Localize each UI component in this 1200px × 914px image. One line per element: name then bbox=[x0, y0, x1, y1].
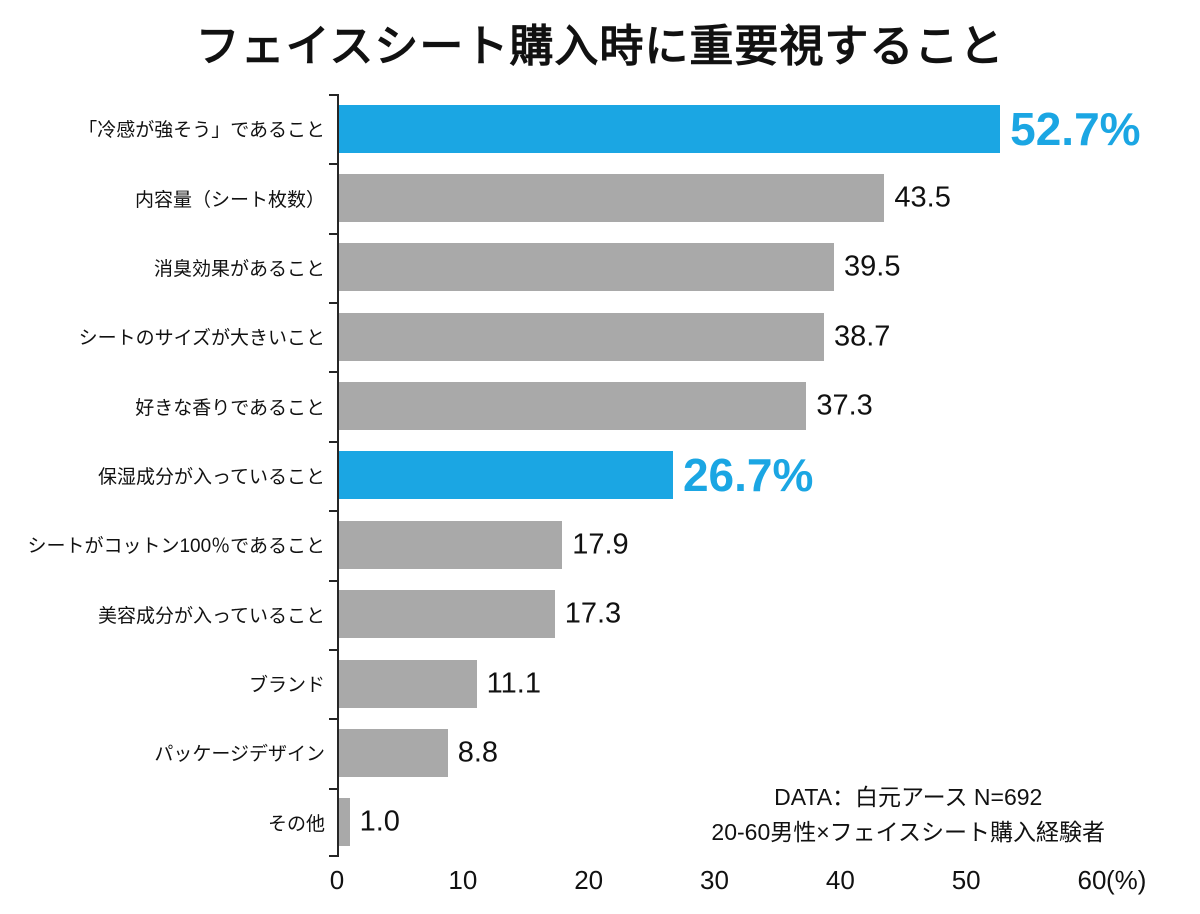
axis-tick bbox=[329, 163, 337, 165]
value-label: 17.3 bbox=[564, 597, 622, 630]
category-label: 内容量（シート枚数） bbox=[134, 189, 325, 211]
x-tick-label: 60 bbox=[1077, 865, 1107, 895]
bar-track: 8.8 bbox=[337, 718, 1092, 787]
x-tick-label: 20 bbox=[574, 865, 604, 895]
category-label: ブランド bbox=[248, 675, 325, 697]
x-tick-label: 30 bbox=[700, 865, 729, 895]
annotation-line2: 20-60男性×フェイスシート購入経験者 bbox=[711, 818, 1105, 845]
axis-tick bbox=[329, 233, 337, 235]
bar-row: 美容成分が入っていること 17.3 bbox=[0, 580, 1200, 649]
bar bbox=[337, 798, 350, 847]
x-tick-label: 50 bbox=[951, 865, 981, 895]
category-label: 保湿成分が入っていること bbox=[97, 466, 325, 488]
value-label: 52.7% bbox=[1010, 102, 1141, 155]
chart-title: フェイスシート購入時に重要視すること bbox=[195, 22, 1005, 71]
bar-track: 1.0 bbox=[337, 788, 1092, 857]
bar-row: シートのサイズが大きいこと 38.7 bbox=[0, 302, 1200, 371]
value-label: 37.3 bbox=[816, 389, 873, 422]
bar-row: 「冷感が強そう」であること 52.7% bbox=[0, 94, 1200, 163]
bar-row: 消臭効果があること 39.5 bbox=[0, 233, 1200, 302]
bar bbox=[337, 312, 824, 361]
value-label: 26.7% bbox=[682, 449, 814, 502]
axis-tick bbox=[329, 580, 337, 582]
category-label: 好きな香りであること bbox=[135, 397, 325, 419]
bar-row: 保湿成分が入っていること 26.7% bbox=[0, 441, 1200, 510]
bar-row: 好きな香りであること 37.3 bbox=[0, 371, 1200, 440]
axis-tick bbox=[329, 855, 337, 857]
bar bbox=[337, 520, 563, 569]
bar-track: 37.3 bbox=[337, 371, 1092, 440]
bar-track: 39.5 bbox=[337, 233, 1092, 302]
bar-row: ブランド 11.1 bbox=[0, 649, 1200, 718]
axis-tick bbox=[329, 94, 337, 96]
bar bbox=[337, 728, 448, 777]
x-axis: 0 10 20 30 40 50 60 (%) bbox=[330, 865, 1147, 911]
bar bbox=[337, 659, 477, 708]
bar-row: 内容量（シート枚数） 43.5 bbox=[0, 163, 1200, 232]
bar bbox=[337, 174, 885, 223]
bar bbox=[337, 590, 555, 639]
category-label: パッケージデザイン bbox=[154, 744, 325, 766]
bar-highlighted bbox=[337, 451, 673, 500]
category-label: シートがコットン100％であること bbox=[27, 536, 325, 558]
x-tick-label: 10 bbox=[448, 865, 478, 895]
bar-track: 26.7% bbox=[337, 441, 1092, 510]
x-tick-label: 40 bbox=[825, 865, 855, 895]
bar-track: 43.5 bbox=[337, 163, 1092, 232]
bar-rows: 「冷感が強そう」であること 52.7% 内容量（シート枚数） 43.5 消臭効果があるこ… bbox=[0, 94, 1200, 857]
axis-tick bbox=[329, 302, 337, 304]
value-label: 39.5 bbox=[844, 250, 901, 283]
axis-tick bbox=[329, 649, 337, 651]
x-tick-label: 0 bbox=[329, 865, 345, 895]
bar-track: 17.3 bbox=[337, 580, 1092, 649]
bar-row: パッケージデザイン 8.8 bbox=[0, 718, 1200, 787]
bar-row: シートがコットン100％であること 17.9 bbox=[0, 510, 1200, 579]
bar bbox=[337, 382, 807, 431]
category-label: その他 bbox=[267, 813, 325, 835]
bar-track: 52.7% bbox=[337, 94, 1141, 163]
category-label: シートのサイズが大きいこと bbox=[78, 328, 325, 350]
value-label: 8.8 bbox=[457, 736, 499, 769]
axis-tick bbox=[329, 371, 337, 373]
chart-area: 「冷感が強そう」であること 52.7% 内容量（シート枚数） 43.5 消臭効果があるこ… bbox=[0, 94, 1200, 857]
y-axis-line bbox=[337, 94, 339, 857]
data-source-note: DATA：白元アース N=692 20-60男性×フェイスシート購入経験者 bbox=[711, 780, 1105, 849]
annotation-line1: DATA：白元アース N=692 bbox=[774, 784, 1043, 810]
value-label: 43.5 bbox=[894, 181, 951, 214]
value-label: 11.1 bbox=[486, 667, 541, 700]
bar-track: 38.7 bbox=[337, 302, 1092, 371]
bar-track: 17.9 bbox=[337, 510, 1092, 579]
category-label: 消臭効果があること bbox=[153, 258, 325, 280]
category-label: 「冷感が強そう」であること bbox=[78, 120, 325, 142]
axis-tick bbox=[329, 441, 337, 443]
x-axis-unit: (%) bbox=[1106, 865, 1147, 895]
value-label: 17.9 bbox=[572, 528, 629, 561]
value-label: 1.0 bbox=[359, 805, 400, 838]
category-label: 美容成分が入っていること bbox=[97, 605, 325, 627]
bar bbox=[337, 243, 835, 292]
axis-tick bbox=[329, 510, 337, 512]
bar-highlighted bbox=[337, 104, 1001, 153]
bar-row: その他 1.0 bbox=[0, 788, 1200, 857]
axis-tick bbox=[329, 718, 337, 720]
axis-tick bbox=[329, 788, 337, 790]
value-label: 38.7 bbox=[833, 320, 891, 353]
bar-track: 11.1 bbox=[337, 649, 1092, 718]
